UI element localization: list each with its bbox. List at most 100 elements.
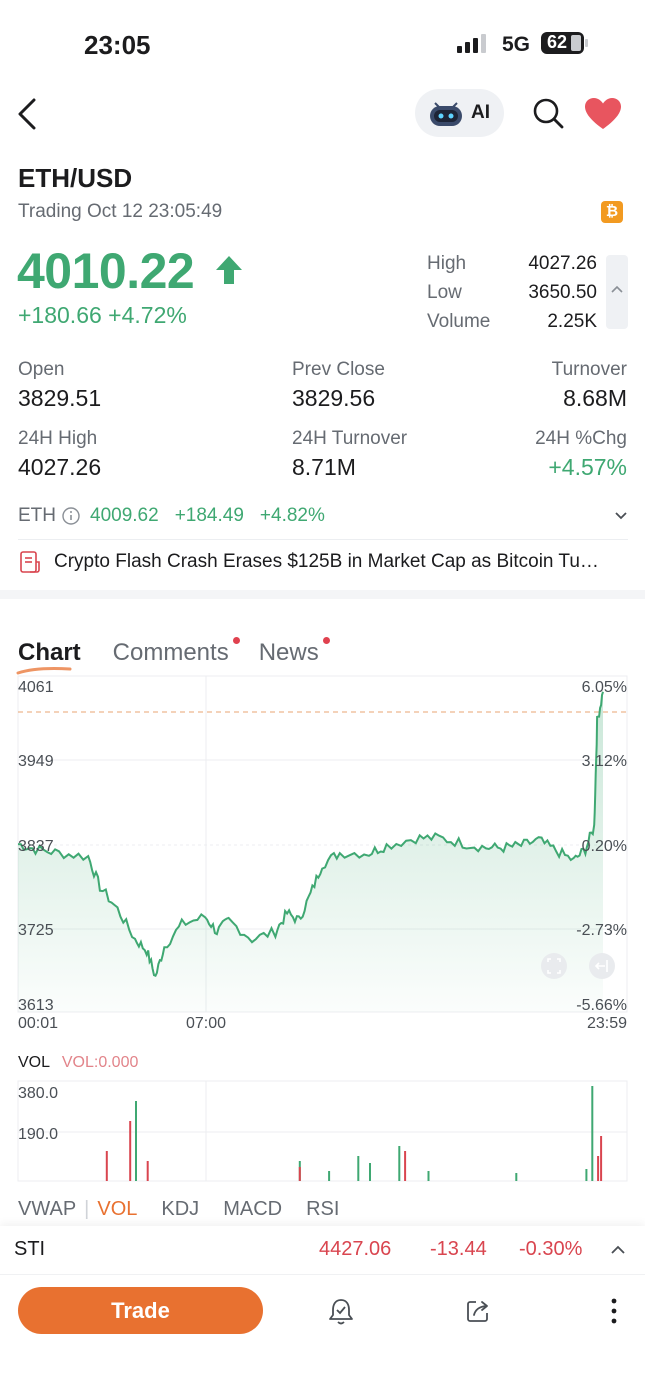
index-ticker[interactable]: STI 4427.06 -13.44 -0.30% bbox=[0, 1226, 645, 1274]
volume-header: VOL VOL:0.000 bbox=[18, 1054, 138, 1072]
high-label: High bbox=[427, 253, 467, 274]
indicator-vwap[interactable]: VWAP bbox=[18, 1198, 77, 1220]
network-label: 5G bbox=[502, 33, 531, 56]
stat-value: 8.68M bbox=[563, 385, 627, 411]
stat-open: Open 3829.51 bbox=[18, 359, 101, 412]
ticker-price: 4427.06 bbox=[319, 1238, 392, 1260]
ticker-change: -13.44 bbox=[430, 1238, 487, 1260]
notification-dot bbox=[322, 637, 330, 644]
volume-bar bbox=[369, 1163, 371, 1181]
price-change: +180.66 +4.72% bbox=[18, 302, 187, 328]
y-axis-label-left: 3949 bbox=[18, 753, 54, 770]
collapse-button[interactable] bbox=[606, 255, 628, 329]
volume-bar bbox=[600, 1136, 603, 1181]
price-line bbox=[17, 691, 604, 977]
stat-prev-close: Prev Close 3829.56 bbox=[292, 359, 385, 412]
stat-24h-high: 24H High 4027.26 bbox=[18, 428, 101, 481]
price-alert-icon[interactable] bbox=[327, 1296, 355, 1326]
indicator-tabs: VWAP | VOL KDJ MACD RSI bbox=[18, 1198, 339, 1221]
active-underline bbox=[16, 667, 72, 675]
y-axis-label-left: 3725 bbox=[18, 922, 54, 939]
battery-icon: 62 bbox=[541, 31, 589, 55]
more-options-icon[interactable] bbox=[609, 1297, 619, 1325]
volume-bar bbox=[515, 1173, 518, 1181]
stat-value: +4.57% bbox=[548, 454, 627, 480]
volume-bar bbox=[357, 1156, 360, 1181]
signal-icon bbox=[457, 34, 486, 53]
ai-label: AI bbox=[471, 102, 490, 123]
robot-icon bbox=[430, 102, 462, 126]
back-icon[interactable] bbox=[14, 96, 44, 132]
info-icon[interactable] bbox=[60, 505, 82, 527]
tab-news[interactable]: News bbox=[259, 637, 330, 667]
volume-title: VOL bbox=[18, 1054, 50, 1071]
chevron-up-icon[interactable] bbox=[610, 1244, 626, 1256]
bitcoin-badge-icon: ₿ bbox=[601, 201, 623, 223]
eth-pct: +4.82% bbox=[259, 505, 325, 526]
indicator-macd[interactable]: MACD bbox=[223, 1198, 283, 1220]
indicator-kdj[interactable]: KDJ bbox=[161, 1198, 200, 1220]
eth-change: +184.49 bbox=[174, 505, 244, 526]
ai-assistant-button[interactable]: AI bbox=[415, 89, 504, 137]
section-separator bbox=[0, 590, 645, 599]
chevron-down-icon[interactable] bbox=[614, 511, 628, 521]
eth-price: 4009.62 bbox=[90, 505, 159, 526]
stat-24h-turnover: 24H Turnover 8.71M bbox=[292, 428, 407, 481]
volume-bar bbox=[591, 1086, 594, 1181]
battery-level: 62 bbox=[547, 32, 568, 52]
price-area bbox=[18, 691, 603, 1012]
volume-bar bbox=[105, 1151, 108, 1181]
last-price: 4010.22 bbox=[17, 243, 195, 299]
stat-turnover: Turnover 8.68M bbox=[552, 359, 627, 412]
volume-bar bbox=[597, 1156, 600, 1181]
indicator-rsi[interactable]: RSI bbox=[306, 1198, 340, 1220]
high-low-volume: High 4027.26 Low 3650.50 Volume 2.25K bbox=[427, 253, 597, 340]
volume-bar bbox=[298, 1167, 301, 1181]
y-axis-label-right: -2.73% bbox=[576, 922, 627, 939]
favorite-heart-icon[interactable] bbox=[584, 97, 622, 131]
stat-label: 24H High bbox=[18, 428, 98, 449]
volume-bar bbox=[398, 1146, 401, 1181]
y-axis-label-right: 0.20% bbox=[582, 838, 627, 855]
trade-button[interactable]: Trade bbox=[18, 1287, 263, 1334]
reset-position-icon[interactable] bbox=[589, 953, 615, 979]
share-icon[interactable] bbox=[464, 1297, 492, 1325]
volume-frame bbox=[17, 1080, 628, 1182]
volume-tick: 190.0 bbox=[18, 1126, 58, 1143]
news-banner[interactable]: Crypto Flash Crash Erases $125B in Marke… bbox=[18, 550, 628, 574]
y-axis-label-right: 6.05% bbox=[582, 679, 627, 696]
y-axis-label-left: 3837 bbox=[18, 838, 54, 855]
volume-bar bbox=[129, 1121, 132, 1181]
search-icon[interactable] bbox=[531, 96, 565, 130]
volume-bar bbox=[135, 1101, 137, 1181]
y-axis-label-right: -5.66% bbox=[576, 997, 627, 1014]
stat-24h-pct-chg: 24H %Chg +4.57% bbox=[535, 428, 627, 481]
stat-label: 24H %Chg bbox=[535, 428, 627, 449]
volume-bar bbox=[146, 1161, 149, 1181]
low-label: Low bbox=[427, 282, 462, 303]
stat-label: Prev Close bbox=[292, 359, 385, 380]
volume-value: 2.25K bbox=[547, 311, 597, 332]
stat-value: 8.71M bbox=[292, 454, 356, 480]
volume-tick: 380.0 bbox=[18, 1085, 58, 1102]
status-time: 23:05 bbox=[84, 30, 151, 60]
tab-chart[interactable]: Chart bbox=[16, 639, 81, 675]
tab-label: Comments bbox=[112, 639, 229, 666]
volume-bar bbox=[328, 1171, 331, 1181]
x-axis-label: 23:59 bbox=[587, 1015, 627, 1032]
indicator-vol[interactable]: VOL bbox=[97, 1198, 138, 1220]
underlying-row[interactable]: ETH 4009.62 +184.49 +4.82% bbox=[18, 505, 628, 527]
fullscreen-icon[interactable] bbox=[541, 953, 567, 979]
stat-value: 4027.26 bbox=[18, 454, 102, 480]
price-chart[interactable]: 4061 3949 3837 3725 3613 6.05% 3.12% 0.2… bbox=[0, 670, 645, 1230]
stat-value: 3829.56 bbox=[292, 385, 376, 411]
up-arrow-icon bbox=[216, 256, 242, 284]
stat-label: Open bbox=[18, 359, 65, 380]
tab-comments[interactable]: Comments bbox=[112, 637, 240, 667]
news-headline: Crypto Flash Crash Erases $125B in Marke… bbox=[54, 551, 599, 572]
trading-status: Trading Oct 12 23:05:49 bbox=[18, 201, 223, 222]
y-axis-label-right: 3.12% bbox=[582, 753, 627, 770]
notification-dot bbox=[232, 637, 240, 644]
x-axis-label: 07:00 bbox=[186, 1015, 226, 1032]
news-icon bbox=[20, 551, 40, 573]
